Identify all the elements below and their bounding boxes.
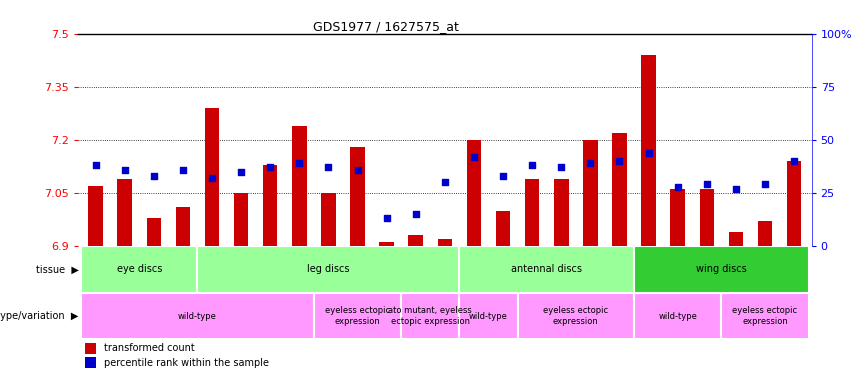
Bar xyxy=(401,293,459,339)
Point xyxy=(787,158,801,164)
Bar xyxy=(758,221,773,246)
Point xyxy=(583,160,597,166)
Point xyxy=(321,165,335,171)
Point xyxy=(555,165,569,171)
Bar xyxy=(321,193,336,246)
Point xyxy=(293,160,306,166)
Bar xyxy=(728,232,743,246)
Point xyxy=(409,211,423,217)
Bar xyxy=(197,246,459,293)
Title: GDS1977 / 1627575_at: GDS1977 / 1627575_at xyxy=(313,20,459,33)
Text: wing discs: wing discs xyxy=(696,264,746,274)
Bar xyxy=(175,207,190,246)
Text: wild-type: wild-type xyxy=(178,312,217,321)
Bar xyxy=(634,293,721,339)
Point xyxy=(379,215,393,221)
Bar xyxy=(670,189,685,246)
Point xyxy=(729,186,743,192)
Text: percentile rank within the sample: percentile rank within the sample xyxy=(104,358,269,368)
Point xyxy=(234,169,248,175)
Bar xyxy=(233,193,248,246)
Bar xyxy=(409,236,423,246)
Text: eyeless ectopic
expression: eyeless ectopic expression xyxy=(543,306,608,326)
Bar xyxy=(786,161,801,246)
Text: transformed count: transformed count xyxy=(104,344,194,353)
Point xyxy=(118,166,132,172)
Point xyxy=(205,175,219,181)
Bar xyxy=(700,189,714,246)
Point xyxy=(758,182,772,188)
Point xyxy=(671,184,685,190)
Bar xyxy=(634,246,809,293)
Bar xyxy=(379,243,394,246)
Text: ato mutant, eyeless
ectopic expression: ato mutant, eyeless ectopic expression xyxy=(388,306,472,326)
Bar xyxy=(147,218,161,246)
Bar xyxy=(85,343,96,354)
Text: leg discs: leg discs xyxy=(307,264,350,274)
Bar xyxy=(437,239,452,246)
Bar xyxy=(263,165,278,246)
Point xyxy=(467,154,481,160)
Point xyxy=(613,158,627,164)
Text: eyeless ectopic
expression: eyeless ectopic expression xyxy=(733,306,798,326)
Bar xyxy=(205,108,220,246)
Bar xyxy=(81,293,314,339)
Point xyxy=(263,165,277,171)
Text: eyeless ectopic
expression: eyeless ectopic expression xyxy=(325,306,390,326)
Point xyxy=(700,182,713,188)
Point xyxy=(437,179,451,185)
Text: wild-type: wild-type xyxy=(469,312,508,321)
Point xyxy=(89,162,102,168)
Bar xyxy=(721,293,809,339)
Point xyxy=(641,150,655,156)
Point xyxy=(525,162,539,168)
Bar xyxy=(612,133,627,246)
Bar xyxy=(554,179,569,246)
Bar xyxy=(517,293,634,339)
Text: genotype/variation  ▶: genotype/variation ▶ xyxy=(0,311,79,321)
Bar xyxy=(496,211,510,246)
Point xyxy=(351,166,365,172)
Bar xyxy=(525,179,539,246)
Point xyxy=(496,173,510,179)
Text: eye discs: eye discs xyxy=(116,264,162,274)
Bar xyxy=(583,140,598,246)
Bar xyxy=(351,147,365,246)
Point xyxy=(147,173,161,179)
Text: tissue  ▶: tissue ▶ xyxy=(36,264,79,274)
Bar xyxy=(314,293,401,339)
Bar xyxy=(85,357,96,368)
Bar xyxy=(117,179,132,246)
Bar xyxy=(81,246,197,293)
Text: antennal discs: antennal discs xyxy=(511,264,582,274)
Bar xyxy=(292,126,306,246)
Bar xyxy=(467,140,481,246)
Text: wild-type: wild-type xyxy=(658,312,697,321)
Bar xyxy=(89,186,103,246)
Bar xyxy=(641,55,656,246)
Bar xyxy=(459,293,517,339)
Point xyxy=(176,166,190,172)
Bar xyxy=(459,246,634,293)
